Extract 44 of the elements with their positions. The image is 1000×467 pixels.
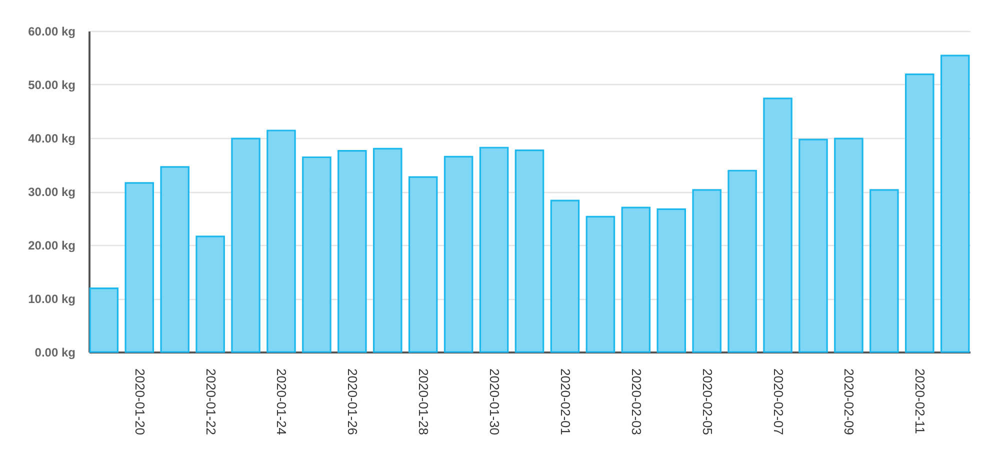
bar	[728, 170, 757, 353]
bar	[692, 189, 722, 353]
x-tick-label: 2020-02-03	[628, 368, 644, 435]
bar	[231, 138, 260, 353]
x-tick-label: 2020-01-22	[203, 368, 218, 435]
x-tick-label: 2020-01-26	[345, 368, 360, 435]
y-tick-label: 20.00 kg	[28, 238, 76, 252]
y-tick-label: 10.00 kg	[28, 292, 76, 306]
bar	[266, 130, 296, 353]
bar	[160, 166, 190, 353]
bar	[798, 138, 828, 353]
bar	[550, 200, 580, 353]
bar	[196, 236, 225, 353]
y-tick-label: 60.00 kg	[28, 24, 76, 38]
bar	[124, 182, 154, 353]
y-tick-label: 40.00 kg	[28, 132, 76, 146]
x-tick-label: 2020-01-24	[274, 368, 290, 435]
bar	[89, 288, 119, 353]
x-tick-label: 2020-01-20	[132, 368, 148, 435]
bar	[834, 138, 864, 353]
bar	[514, 150, 544, 353]
bar	[763, 98, 792, 353]
bar	[940, 54, 970, 353]
x-tick-label: 2020-01-30	[487, 368, 502, 435]
x-tick-label: 2020-02-05	[700, 368, 715, 435]
bar	[870, 189, 899, 353]
bar	[408, 176, 438, 353]
y-tick-label: 50.00 kg	[28, 78, 76, 92]
bar	[479, 146, 509, 353]
bar	[302, 156, 332, 353]
x-tick-label: 2020-02-01	[558, 368, 573, 435]
x-tick-label: 2020-02-07	[770, 368, 786, 435]
bar	[444, 156, 474, 353]
bar	[905, 74, 934, 353]
bar	[656, 208, 686, 353]
bar	[621, 206, 651, 353]
x-tick-label: 2020-02-11	[912, 368, 928, 434]
y-tick-label: 30.00 kg	[28, 185, 76, 199]
bar	[338, 150, 367, 353]
x-tick-label: 2020-02-09	[842, 368, 857, 435]
bar	[586, 216, 616, 353]
bar	[373, 148, 402, 353]
y-tick-label: 0.00 kg	[34, 346, 76, 360]
x-tick-label: 2020-01-28	[416, 368, 432, 435]
